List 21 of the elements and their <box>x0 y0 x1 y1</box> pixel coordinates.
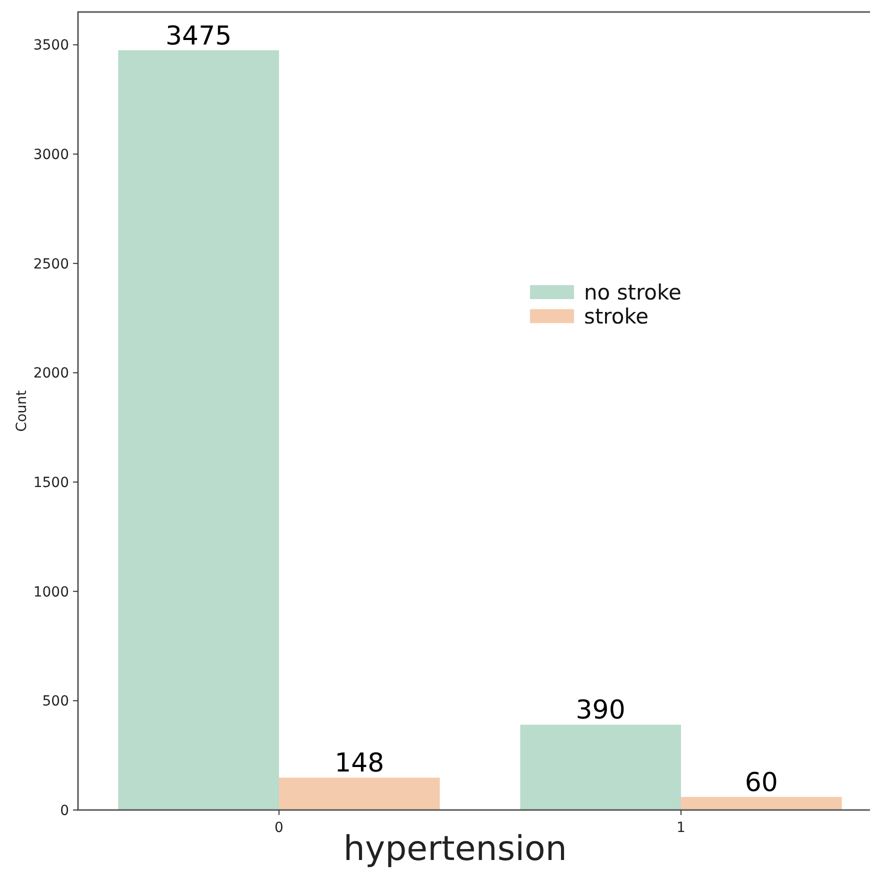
bar <box>681 796 842 810</box>
data-label: 60 <box>744 768 778 798</box>
bar <box>279 778 440 810</box>
data-label: 3475 <box>166 21 232 52</box>
bar <box>118 50 279 810</box>
data-label: 390 <box>576 696 626 726</box>
y-tick-label: 0 <box>60 802 69 819</box>
x-axis-title: hypertension <box>343 829 567 869</box>
bar <box>520 724 681 810</box>
y-tick-label: 1500 <box>33 474 69 491</box>
y-tick-label: 1000 <box>33 584 69 600</box>
y-tick-label: 3000 <box>33 147 69 164</box>
y-tick-label: 500 <box>42 694 69 710</box>
y-tick-label: 3500 <box>33 38 69 54</box>
y-tick-label: 2500 <box>33 256 69 272</box>
legend-label: stroke <box>584 304 649 328</box>
y-tick-label: 2000 <box>33 366 69 382</box>
y-axis-title: Count <box>14 390 30 432</box>
data-label: 148 <box>334 748 384 779</box>
x-tick-label: 1 <box>676 820 686 836</box>
legend-label: no stroke <box>584 280 682 304</box>
